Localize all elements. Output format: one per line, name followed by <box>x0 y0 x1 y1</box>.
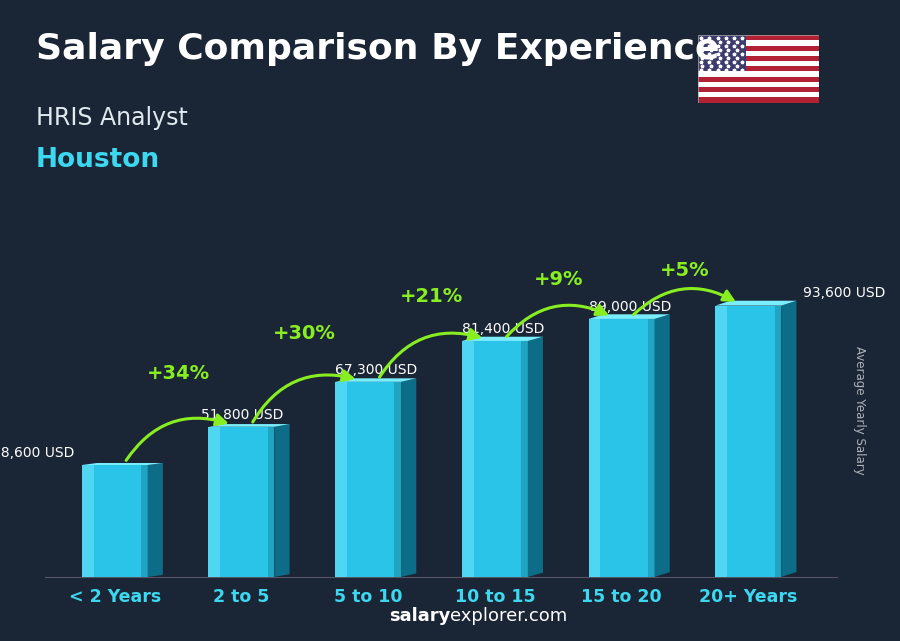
Text: salary: salary <box>389 607 450 625</box>
Bar <box>462 341 473 577</box>
Text: +30%: +30% <box>274 324 337 343</box>
Text: explorer.com: explorer.com <box>450 607 567 625</box>
Bar <box>698 51 819 56</box>
Bar <box>698 35 819 40</box>
Polygon shape <box>335 378 417 382</box>
Text: HRIS Analyst: HRIS Analyst <box>36 106 188 129</box>
FancyBboxPatch shape <box>716 306 781 577</box>
Text: 67,300 USD: 67,300 USD <box>335 363 418 377</box>
Bar <box>775 306 781 577</box>
Bar <box>698 35 746 72</box>
Bar <box>82 465 94 577</box>
Polygon shape <box>654 314 670 577</box>
Bar <box>209 427 220 577</box>
Polygon shape <box>462 337 543 341</box>
Bar <box>141 465 148 577</box>
Bar <box>698 82 819 87</box>
Polygon shape <box>589 314 670 319</box>
Polygon shape <box>82 463 163 465</box>
FancyBboxPatch shape <box>209 427 274 577</box>
Text: Salary Comparison By Experience: Salary Comparison By Experience <box>36 32 719 66</box>
Bar <box>698 40 819 46</box>
Bar <box>698 77 819 82</box>
Polygon shape <box>527 337 543 577</box>
Polygon shape <box>781 301 797 577</box>
Bar <box>268 427 274 577</box>
Text: +9%: +9% <box>534 269 583 288</box>
Text: 93,600 USD: 93,600 USD <box>803 287 886 301</box>
FancyBboxPatch shape <box>589 319 654 577</box>
Bar <box>698 56 819 61</box>
Polygon shape <box>209 424 290 427</box>
Bar <box>698 46 819 51</box>
Bar <box>698 87 819 92</box>
FancyBboxPatch shape <box>82 465 148 577</box>
Bar <box>716 306 727 577</box>
Text: Houston: Houston <box>36 147 160 174</box>
Polygon shape <box>148 463 163 577</box>
Bar <box>698 61 819 66</box>
Bar <box>394 382 401 577</box>
Text: 51,800 USD: 51,800 USD <box>201 408 284 422</box>
Bar <box>335 382 347 577</box>
Bar <box>521 341 527 577</box>
FancyBboxPatch shape <box>462 341 527 577</box>
Text: 89,000 USD: 89,000 USD <box>589 300 671 313</box>
Text: 38,600 USD: 38,600 USD <box>0 445 74 460</box>
Bar <box>698 66 819 72</box>
Bar <box>589 319 600 577</box>
Bar <box>698 72 819 77</box>
Bar <box>698 97 819 103</box>
Bar <box>698 92 819 97</box>
Polygon shape <box>274 424 290 577</box>
Text: +21%: +21% <box>400 287 464 306</box>
Bar <box>648 319 654 577</box>
Text: 81,400 USD: 81,400 USD <box>462 322 544 336</box>
Text: Average Yearly Salary: Average Yearly Salary <box>853 346 866 474</box>
Polygon shape <box>716 301 796 306</box>
Polygon shape <box>401 378 417 577</box>
Text: +34%: +34% <box>147 364 210 383</box>
Text: +5%: +5% <box>660 260 710 279</box>
FancyBboxPatch shape <box>335 382 401 577</box>
